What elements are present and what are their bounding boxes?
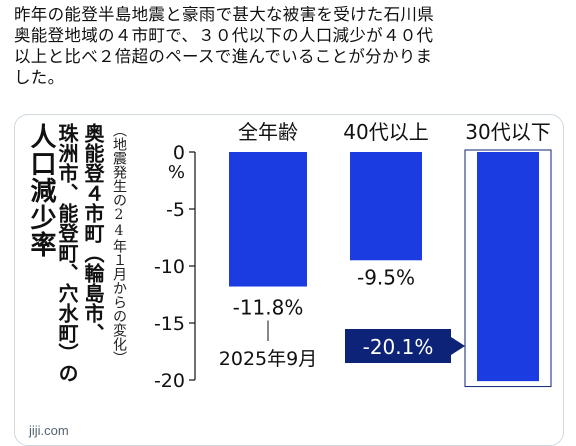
y-tick-label: 0 [173,142,185,164]
y-unit-label: % [168,162,185,183]
image-card[interactable]: 人口減少率 奥能登４市町（輪島市、 珠洲市、能登町、穴水町）の （地震発生の24… [14,114,564,446]
y-tick-label: -15 [154,313,185,335]
tweet-line: 昨年の能登半島地震と豪雨で甚大な被害を受けた石川県 [14,5,434,24]
highlight-frame [464,149,552,388]
bar [477,152,539,382]
chart-title-line-1: 人口減少率 [26,123,56,258]
data-label: -11.8% [233,296,304,320]
bar [350,152,422,261]
annotation-label: 2025年9月 [219,348,317,370]
chart-title-line-2: 奥能登４市町（輪島市、 [81,123,105,343]
category-label: 40代以上 [343,120,428,144]
bar-chart: 0 -5 -10 -15 -20% 全年齢 40代以上 30代以下 -11.8% -9.5% -20… [154,120,552,392]
tweet-text: 昨年の能登半島地震と豪雨で甚大な被害を受けた石川県 奥能登地域の４市町で、３０代… [14,4,566,88]
source-link[interactable]: jiji.com [29,423,69,438]
data-label: -20.1% [363,335,434,359]
y-tick-label: -5 [166,199,185,221]
category-label: 30代以下 [465,120,550,144]
tweet-line: 奥能登地域の４市町で、３０代以下の人口減少が４０代 [14,26,434,45]
chart-title-line-3: 珠洲市、能登町、穴水町）の [55,123,79,383]
y-tick-label: -20 [154,370,185,392]
data-label: -9.5% [357,265,415,289]
y-tick-label: -10 [154,256,185,278]
data-label-box [345,329,451,363]
bar [229,152,307,287]
chart-subtitle: （地震発生の24年１月からの変化） [111,123,127,365]
tweet-line: した。 [14,68,65,87]
category-label: 全年齢 [238,120,298,144]
tweet-line: 以上と比べ２倍超のペースで進んでいることが分かりま [14,47,433,66]
data-label-pointer [451,337,465,355]
